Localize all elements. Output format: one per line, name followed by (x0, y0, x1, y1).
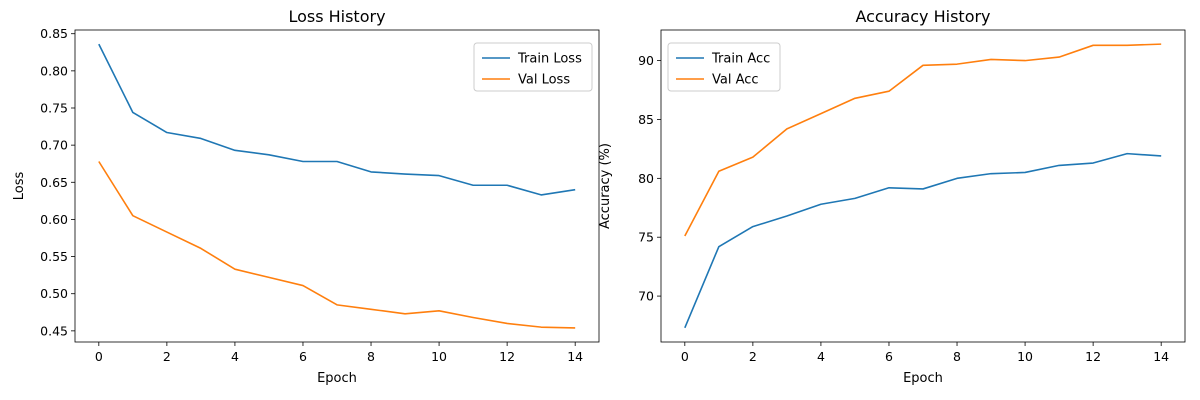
series-line-1 (684, 43, 1162, 237)
y-tick-label: 0.60 (40, 212, 68, 227)
y-tick-label: 0.70 (40, 138, 68, 153)
chart-title: Loss History (288, 7, 385, 26)
y-axis-label: Loss (12, 172, 27, 201)
y-tick-label: 0.85 (40, 26, 68, 41)
series-line-0 (684, 152, 1162, 329)
x-tick-label: 4 (817, 349, 825, 364)
y-tick-label: 0.75 (40, 101, 68, 116)
y-tick-label: 85 (638, 112, 654, 127)
y-tick-label: 90 (638, 53, 654, 68)
y-tick-label: 70 (638, 289, 654, 304)
y-tick-label: 0.45 (40, 323, 68, 338)
x-tick-label: 8 (367, 349, 375, 364)
x-tick-label: 12 (499, 349, 515, 364)
y-tick-label: 75 (638, 230, 654, 245)
y-tick-label: 0.80 (40, 63, 68, 78)
series-line-1 (98, 161, 576, 329)
plot-frame (660, 29, 1186, 343)
legend-label: Train Acc (711, 52, 770, 67)
x-tick-label: 0 (95, 349, 103, 364)
x-tick-label: 14 (1153, 349, 1169, 364)
y-tick-label: 0.50 (40, 286, 68, 301)
x-axis-label: Epoch (903, 371, 943, 386)
legend: Train Loss Val Loss (473, 42, 593, 92)
x-tick-label: 2 (163, 349, 171, 364)
y-tick-label: 0.65 (40, 175, 68, 190)
x-tick-label: 0 (681, 349, 689, 364)
x-tick-label: 10 (431, 349, 447, 364)
accuracy-chart: 0 2 4 6 8 10 12 14 70 75 80 85 90 Accuracy History Epo… (598, 7, 1186, 386)
legend-label: Train Loss (517, 52, 582, 67)
x-tick-label: 12 (1085, 349, 1101, 364)
chart-title: Accuracy History (855, 7, 990, 26)
x-tick-label: 4 (231, 349, 239, 364)
y-tick-label: 0.55 (40, 249, 68, 264)
x-tick-label: 10 (1017, 349, 1033, 364)
y-axis-label: Accuracy (%) (598, 143, 613, 229)
legend-label: Val Acc (712, 73, 759, 88)
legend-label: Val Loss (518, 73, 570, 88)
x-tick-label: 14 (567, 349, 583, 364)
legend: Train Acc Val Acc (667, 42, 781, 92)
x-tick-label: 6 (885, 349, 893, 364)
loss-chart: 0 2 4 6 8 10 12 14 0.45 0.50 0.55 0.60 0.65 0.70 0.75 0… (12, 7, 600, 386)
x-axis-label: Epoch (317, 371, 357, 386)
series-line-0 (98, 43, 576, 196)
x-tick-label: 8 (953, 349, 961, 364)
plot-frame (74, 29, 600, 343)
x-tick-label: 2 (749, 349, 757, 364)
x-tick-label: 6 (299, 349, 307, 364)
y-tick-label: 80 (638, 171, 654, 186)
